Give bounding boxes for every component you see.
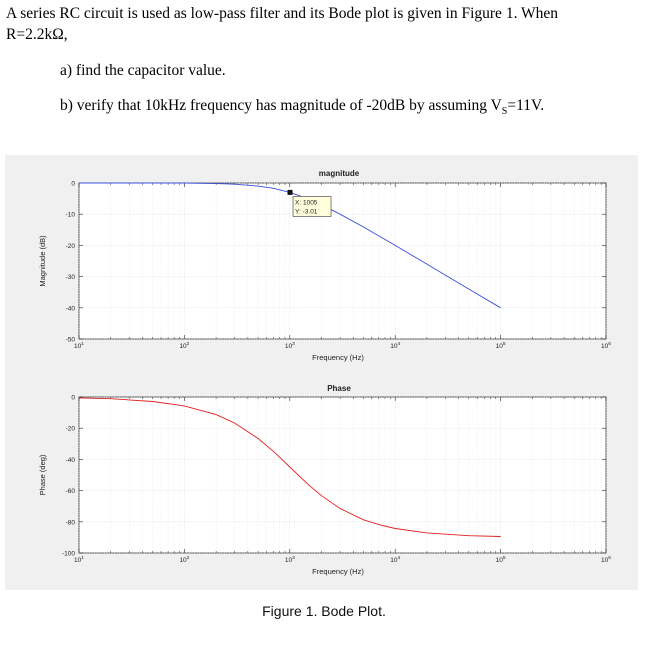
y-tick-label: -40 [66, 305, 76, 312]
x-tick-label: 104 [390, 555, 400, 564]
phase-title: Phase [327, 384, 351, 393]
magnitude-axes [78, 182, 607, 340]
bode-plot-figure: 101 102 103 104 105 106 0 -10 -20 -30 -40 -50 magni… [5, 155, 638, 590]
y-tick-label: -20 [66, 426, 76, 433]
question-line-2: R=2.2kΩ, [6, 26, 68, 43]
y-tick-label: -80 [66, 519, 76, 526]
x-tick-label: 103 [285, 341, 295, 350]
y-tick-label: 0 [71, 181, 75, 188]
phase-axes [78, 396, 607, 554]
y-tick-label: -10 [66, 212, 76, 219]
bode-plot-svg: 101 102 103 104 105 106 0 -10 -20 -30 -40 -50 magni… [5, 155, 638, 590]
y-tick-label: -20 [66, 243, 76, 250]
phase-xlabel: Frequency (Hz) [312, 567, 364, 576]
phase-ticks: 101 102 103 104 105 106 0 -20 -40 -60 -80 -100 [62, 395, 611, 565]
phase-series-line [78, 397, 501, 537]
datatip-marker [287, 189, 293, 195]
question-part-a: a) find the capacitor value. [60, 62, 226, 79]
datatip-box [292, 196, 332, 217]
y-tick-label: -60 [66, 488, 76, 495]
x-tick-label: 106 [601, 555, 611, 564]
phase-plot: 101 102 103 104 105 106 0 -20 -40 -60 -80 -100 Phas… [38, 384, 611, 576]
y-tick-label: -30 [66, 274, 76, 281]
y-tick-label: -100 [62, 551, 75, 558]
magnitude-ylabel: Magnitude (dB) [38, 235, 47, 287]
x-tick-label: 105 [496, 555, 506, 564]
magnitude-grid [78, 182, 607, 340]
x-tick-label: 102 [179, 341, 189, 350]
question-line-1: A series RC circuit is used as low-pass … [6, 5, 559, 22]
x-tick-label: 101 [74, 555, 84, 564]
magnitude-plot: 101 102 103 104 105 106 0 -10 -20 -30 -40 -50 magni… [38, 169, 611, 362]
y-tick-label: -50 [66, 337, 76, 344]
magnitude-ticks: 101 102 103 104 105 106 0 -10 -20 -30 -40 -50 [66, 181, 612, 351]
datatip-y-text: Y: -3.01 [295, 208, 318, 215]
magnitude-xlabel: Frequency (Hz) [312, 353, 364, 362]
x-tick-label: 103 [285, 555, 295, 564]
x-tick-label: 101 [74, 341, 84, 350]
part-b-suffix: =11V. [507, 97, 545, 114]
part-b-prefix: b) verify that 10kHz frequency has magni… [60, 97, 502, 114]
x-tick-label: 104 [390, 341, 400, 350]
datatip-x-text: X: 1005 [295, 199, 318, 206]
x-tick-label: 105 [496, 341, 506, 350]
question-part-b: b) verify that 10kHz frequency has magni… [60, 97, 544, 117]
magnitude-datatip[interactable]: X: 1005 Y: -3.01 [287, 189, 332, 217]
y-tick-label: 0 [71, 395, 75, 402]
phase-ylabel: Phase (deg) [38, 454, 47, 495]
part-b-subscript: S [501, 106, 508, 118]
x-tick-label: 102 [179, 555, 189, 564]
figure-caption: Figure 1. Bode Plot. [262, 603, 386, 619]
x-tick-label: 106 [601, 341, 611, 350]
magnitude-title: magnitude [319, 169, 360, 178]
y-tick-label: -40 [66, 457, 76, 464]
